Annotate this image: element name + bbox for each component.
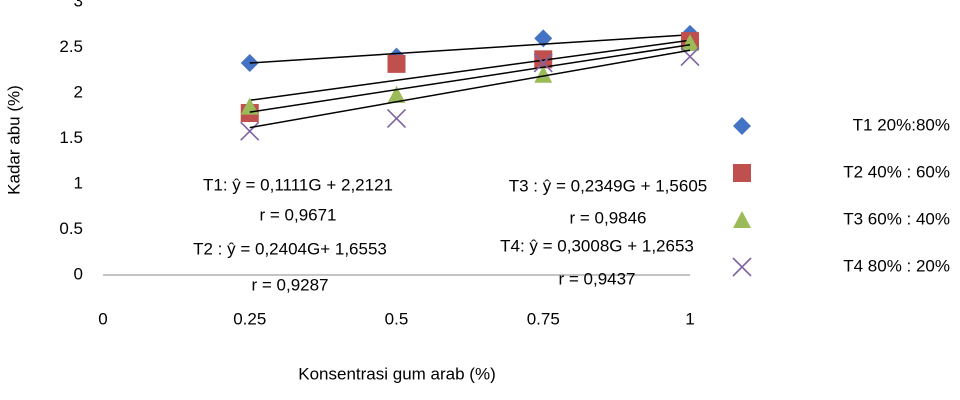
legend-marker [733, 211, 751, 228]
trendline [249, 34, 691, 64]
legend-marker [733, 164, 751, 182]
x-tick-label: 0.5 [385, 309, 409, 328]
annotation: r = 0,9671 [259, 205, 336, 224]
x-tick-label: 0 [98, 309, 107, 328]
annotation: r = 0,9437 [558, 269, 635, 288]
annotation: T3 : ŷ = 0,2349G + 1,5605 [509, 176, 707, 195]
annotation: T2 : ŷ = 0,2404G+ 1,6553 [193, 239, 387, 258]
legend-marker [733, 117, 751, 135]
x-tick-label: 0.75 [527, 309, 560, 328]
point [240, 97, 259, 115]
point [533, 53, 553, 73]
trendline [249, 49, 691, 129]
point [534, 65, 553, 83]
point [681, 33, 699, 51]
legend-marker [732, 257, 752, 277]
trendline [249, 39, 691, 102]
legend-label: T2 40% : 60% [843, 162, 950, 181]
y-tick-label: 0 [74, 264, 83, 283]
x-tick-label: 1 [685, 309, 694, 328]
point [240, 121, 260, 141]
y-tick-label: 2.5 [59, 37, 83, 56]
trendline [249, 44, 691, 113]
annotation: T1: ŷ = 0,1111G + 2,2121 [203, 175, 393, 194]
point [386, 108, 407, 129]
annotation: r = 0,9287 [251, 275, 328, 294]
legend-label: T4 80% : 20% [843, 256, 950, 275]
point [387, 54, 406, 73]
y-tick-label: 2 [74, 82, 83, 101]
point [387, 85, 406, 103]
annotation: T4: ŷ = 0,3008G + 1,2653 [500, 236, 694, 255]
y-tick-label: 1.5 [59, 128, 83, 147]
x-tick-label: 0.25 [233, 309, 266, 328]
point [534, 50, 553, 69]
y-tick-label: 3 [74, 0, 83, 10]
legend-label: T1 20%:80% [853, 115, 950, 134]
x-axis-title: Konsentrasi gum arab (%) [298, 364, 495, 383]
y-tick-label: 1 [74, 173, 83, 192]
legend-label: T3 60% : 40% [843, 209, 950, 228]
point [534, 29, 553, 48]
y-axis-title: Kadar abu (%) [4, 85, 23, 195]
annotation: r = 0,9846 [569, 208, 646, 227]
y-tick-label: 0.5 [59, 219, 83, 238]
